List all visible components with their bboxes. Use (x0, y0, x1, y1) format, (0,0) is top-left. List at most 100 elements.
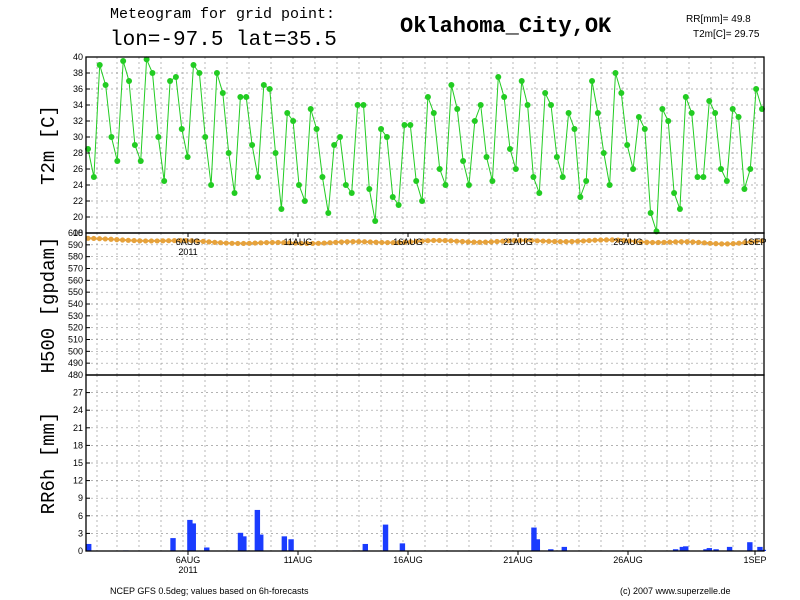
h500-point (160, 238, 166, 244)
y-tick-label: 550 (68, 287, 83, 297)
y-tick-label: 34 (73, 100, 83, 110)
t2m-point (688, 110, 695, 116)
t2m-point (231, 190, 238, 196)
h500-point (672, 239, 679, 245)
h500-point (488, 239, 494, 245)
h500-point (91, 235, 97, 242)
rr6h-bar (747, 542, 753, 551)
t2m-point (594, 110, 601, 116)
h500-point (719, 241, 725, 247)
t2m-point (319, 174, 326, 180)
rr6h-bar (170, 538, 176, 551)
h500-point (482, 239, 489, 245)
h500-point (471, 239, 477, 245)
t2m-point (559, 174, 566, 180)
h500-point (304, 240, 310, 247)
t2m-point (454, 106, 461, 112)
t2m-point (301, 198, 308, 204)
h500-point (338, 239, 345, 245)
t2m-point (213, 70, 220, 76)
y-tick-label: 18 (73, 228, 83, 238)
h500-point (557, 239, 563, 245)
t2m-point (700, 174, 707, 180)
y-tick-label: 36 (73, 84, 83, 94)
t2m-point (260, 82, 267, 88)
t2m-point (747, 166, 754, 172)
t2m-point (254, 174, 261, 180)
h500-point (102, 236, 108, 242)
t2m-point (202, 134, 209, 140)
t2m-point (641, 126, 648, 132)
h500-point (517, 237, 523, 244)
y-tick-label: 480 (68, 370, 83, 380)
h500-point (511, 237, 517, 244)
t2m-point (460, 158, 467, 164)
t2m-point (682, 94, 689, 100)
y-tick-label: 9 (78, 493, 83, 503)
t2m-point (90, 174, 97, 180)
t2m-point (419, 198, 426, 204)
t2m-point (190, 62, 197, 68)
t2m-point (114, 158, 121, 164)
h500-point (350, 239, 356, 245)
rr6h-bar (683, 546, 689, 551)
y-tick-label: 560 (68, 275, 83, 285)
h500-point (137, 238, 143, 244)
h500-point (528, 237, 535, 244)
x-date-label: 21AUG (503, 237, 533, 247)
x-date-label: 21AUG (503, 555, 533, 565)
h500-point (252, 240, 258, 246)
rr6h-bar (531, 527, 537, 551)
t2m-point (395, 202, 402, 208)
t2m-point (536, 190, 543, 196)
t2m-point (506, 146, 513, 152)
rr6h-axis-title: RR6h [mm] (38, 412, 60, 515)
t2m-point (495, 74, 502, 80)
y-tick-label: 18 (73, 440, 83, 450)
t2m-point (184, 154, 191, 160)
h500-point (258, 240, 264, 246)
t2m-point (407, 122, 414, 128)
x-date-label: 11AUG (284, 555, 313, 565)
h500-point (713, 241, 719, 247)
t2m-point (354, 102, 361, 108)
h500-point (240, 240, 247, 247)
t2m-point (243, 94, 250, 100)
t2m-point (149, 70, 156, 76)
t2m-point (167, 78, 174, 84)
t2m-point (225, 150, 232, 156)
h500-point (287, 240, 293, 246)
t2m-point (483, 154, 490, 160)
t2m-point (524, 102, 531, 108)
y-tick-label: 22 (73, 196, 83, 206)
y-tick-label: 30 (73, 132, 83, 142)
h500-point (315, 240, 322, 246)
x-date-label: 1SEP (743, 237, 766, 247)
x-date-label: 16AUG (393, 237, 423, 247)
h500-point (96, 236, 103, 242)
t2m-point (178, 126, 185, 132)
h500-point (448, 238, 454, 244)
h500-point (638, 239, 644, 245)
rr6h-bar (86, 543, 92, 551)
h500-point (454, 238, 460, 244)
h500-point (292, 240, 298, 246)
h500-point (407, 239, 414, 245)
rr6h-bar (706, 548, 713, 551)
h500-point (707, 240, 713, 246)
t2m-point (278, 206, 285, 212)
t2m-point (161, 178, 168, 184)
h500-point (684, 239, 690, 245)
h500-point (419, 238, 425, 244)
data-layer (85, 56, 767, 551)
t2m-point (577, 194, 584, 200)
h500-point (275, 239, 281, 246)
rr-total-label: RR[mm]= 49.8 (686, 14, 751, 25)
h500-point (200, 238, 206, 245)
rr6h-bar (548, 549, 554, 551)
t2m-axis-title: T2m [C] (38, 105, 60, 185)
h500-point (563, 239, 569, 245)
h500-point (125, 237, 131, 243)
header-city: Oklahoma_City,OK (400, 14, 612, 39)
